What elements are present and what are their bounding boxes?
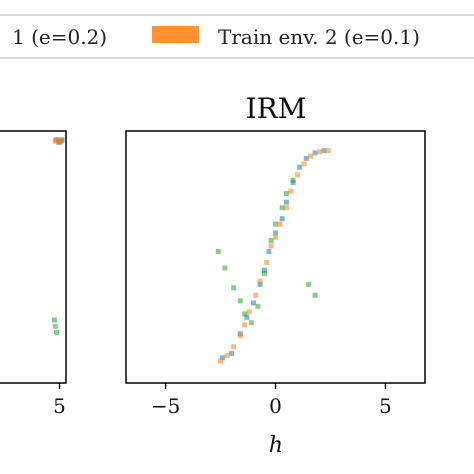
irm-point-s2-13 [306, 281, 311, 287]
irm-point-s1-16 [308, 153, 314, 159]
irm-point-s0-10 [284, 199, 289, 205]
irm-point-s1-11 [277, 221, 283, 227]
panel-irm-title: IRM [246, 92, 307, 125]
irm-point-s0-9 [279, 216, 285, 222]
irm-point-s1-18 [325, 148, 331, 154]
irm-point-s0-4 [251, 300, 256, 306]
irm-point-s2-2 [231, 285, 237, 291]
irm-point-s2-4 [242, 311, 248, 317]
irm-point-s0-0 [220, 355, 226, 361]
panel-irm-ticks: −5 0 5 [151, 383, 392, 418]
irm-point-s1-2 [231, 344, 237, 350]
panel-irm: IRM −5 0 5 h [125, 92, 426, 458]
irm-point-s1-14 [295, 172, 300, 178]
irm-point-s1-17 [317, 149, 322, 155]
irm-point-s1-10 [273, 234, 278, 240]
irm-point-s2-3 [237, 298, 243, 304]
left-point-s2-1 [54, 330, 59, 336]
irm-point-s0-12 [297, 164, 303, 170]
legend-frame [0, 14, 474, 59]
panel-irm-xlabel: h [269, 433, 283, 458]
irm-point-s0-15 [321, 148, 327, 154]
panel-left-points [51, 137, 65, 336]
irm-point-s1-1 [224, 353, 230, 359]
irm-point-s2-11 [284, 191, 289, 196]
panel-left: 5 [0, 130, 67, 418]
irm-point-s0-14 [312, 150, 318, 156]
irm-xtick-label-1: 0 [269, 394, 282, 418]
irm-point-s2-5 [248, 320, 254, 326]
panel-left-frame [0, 130, 67, 384]
panel-irm-frame [125, 130, 426, 384]
left-point-s2-2 [51, 317, 57, 323]
irm-point-s0-1 [229, 350, 234, 356]
legend-label-env1: 1 (e=0.2) [12, 25, 107, 49]
irm-point-s1-0 [218, 358, 223, 364]
irm-point-s0-3 [244, 314, 250, 320]
irm-point-s0-13 [303, 155, 309, 161]
legend-label-env2: Train env. 2 (e=0.1) [218, 25, 420, 49]
irm-point-s1-12 [284, 205, 289, 211]
irm-point-s2-10 [279, 205, 285, 211]
irm-xtick-label-2: 5 [379, 394, 392, 418]
left-xtick-label-0: 5 [53, 394, 66, 418]
irm-point-s0-6 [262, 267, 267, 273]
irm-point-s2-12 [290, 177, 296, 183]
panel-irm-points [215, 148, 331, 364]
irm-point-s1-9 [268, 243, 274, 249]
irm-point-s2-9 [273, 221, 278, 227]
irm-point-s2-6 [255, 303, 261, 309]
irm-point-s0-7 [266, 249, 272, 254]
irm-point-s1-15 [301, 161, 307, 167]
legend-swatch-env2 [152, 26, 199, 43]
panel-left-ticks: 5 [53, 383, 66, 418]
irm-point-s1-4 [242, 322, 248, 328]
irm-point-s2-0 [215, 249, 221, 254]
irm-point-s1-8 [264, 260, 270, 265]
irm-point-s2-7 [262, 270, 267, 276]
irm-point-s2-1 [222, 265, 228, 271]
left-point-s2-0 [52, 323, 58, 329]
irm-point-s2-14 [312, 292, 318, 298]
irm-point-s1-3 [237, 333, 243, 339]
irm-point-s1-6 [253, 292, 259, 298]
legend: 1 (e=0.2) Train env. 2 (e=0.1) [0, 14, 474, 59]
irm-point-s1-5 [246, 309, 252, 315]
irm-point-s1-7 [257, 278, 263, 284]
irm-xtick-label-0: −5 [151, 394, 180, 418]
irm-point-s1-13 [288, 188, 294, 194]
irm-point-s2-8 [268, 238, 274, 244]
irm-point-s0-8 [273, 230, 278, 236]
irm-point-s0-5 [257, 281, 263, 287]
left-point-s1-3 [58, 138, 64, 144]
